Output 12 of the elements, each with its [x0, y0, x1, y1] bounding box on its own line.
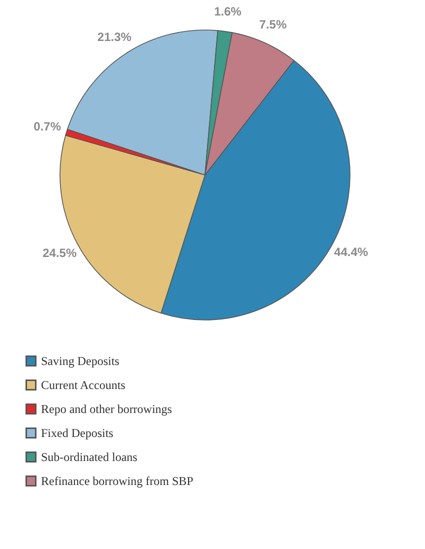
legend-label: Fixed Deposits: [41, 426, 114, 440]
legend-label: Current Accounts: [41, 378, 126, 392]
legend-label: Saving Deposits: [41, 354, 120, 368]
data-label: 44.4%: [334, 244, 368, 259]
data-label: 24.5%: [42, 246, 77, 260]
data-label: 7.5%: [259, 18, 287, 32]
legend-label: Refinance borrowing from SBP: [41, 474, 194, 488]
data-label: 21.3%: [97, 30, 132, 44]
data-label: 0.7%: [34, 119, 62, 134]
legend-label: Sub-ordinated loans: [41, 450, 138, 464]
data-label: 1.6%: [214, 4, 242, 19]
legend-label: Repo and other borrowings: [41, 402, 172, 416]
